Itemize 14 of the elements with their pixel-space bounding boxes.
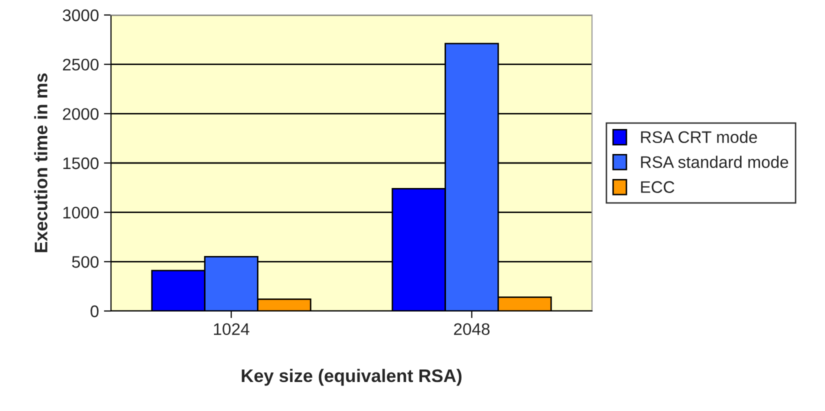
x-tick-label: 1024 [214, 323, 250, 336]
y-tick-label: 1500 [63, 157, 99, 170]
y-tick-label: 2000 [62, 108, 99, 120]
legend-label: RSA standard mode [641, 156, 788, 168]
legend-label: ECC [641, 181, 674, 193]
x-axis-title: Key size (equivalent RSA) [242, 368, 462, 386]
y-tick-label: 2500 [62, 58, 99, 71]
x-tick-label: 2048 [454, 323, 490, 336]
y-tick-label: 1000 [63, 206, 99, 219]
y-axis-title: Execution time in ms [34, 73, 48, 252]
y-tick-label: 0 [90, 305, 99, 318]
legend-label: RSA CRT mode [641, 130, 757, 144]
y-tick-label: 3000 [62, 9, 99, 22]
y-tick-label: 500 [72, 256, 99, 268]
